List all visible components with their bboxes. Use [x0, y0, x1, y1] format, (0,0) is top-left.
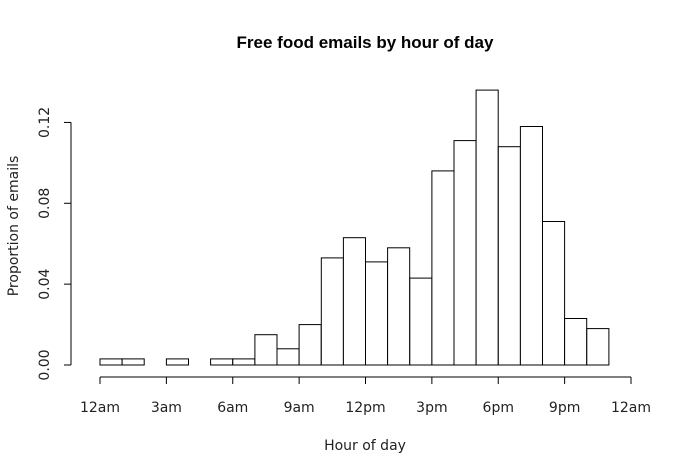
histogram-bar-8 — [276, 348, 300, 366]
histogram-bar-5 — [210, 358, 234, 366]
histogram-bar-22 — [586, 328, 610, 366]
x-tick-label: 12am — [80, 400, 120, 416]
histogram-bar-18 — [497, 146, 521, 366]
histogram-bars — [99, 89, 610, 366]
x-tick-label: 3pm — [416, 400, 447, 416]
histogram-bar-13 — [387, 247, 411, 366]
y-axis-label: Proportion of emails — [6, 156, 22, 297]
histogram-bar-10 — [320, 257, 344, 366]
histogram-bar-17 — [475, 89, 499, 366]
x-tick-label: 12pm — [345, 400, 385, 416]
x-tick-label: 9am — [284, 400, 315, 416]
histogram-bar-6 — [232, 358, 256, 366]
histogram-bar-15 — [431, 170, 455, 366]
y-axis: 0.00 0.04 0.08 0.12 — [37, 107, 72, 381]
histogram-bar-16 — [453, 140, 477, 366]
histogram-bar-11 — [342, 237, 366, 366]
x-axis-label: Hour of day — [324, 438, 406, 454]
x-tick-label: 6pm — [483, 400, 514, 416]
histogram-bar-21 — [564, 318, 588, 366]
histogram-bar-9 — [298, 324, 322, 366]
x-tick-label: 12am — [611, 400, 651, 416]
histogram-bar-12 — [365, 261, 389, 366]
histogram-bar-14 — [409, 277, 433, 366]
x-tick-label: 6am — [217, 400, 248, 416]
chart-title: Free food emails by hour of day — [237, 33, 494, 52]
histogram-bar-20 — [542, 221, 566, 366]
y-tick-label: 0.08 — [37, 188, 53, 219]
x-tick-label: 3am — [151, 400, 182, 416]
x-tick-label: 9pm — [549, 400, 580, 416]
y-tick-label: 0.12 — [37, 107, 53, 138]
y-tick-label: 0.00 — [37, 349, 53, 380]
histogram-bar-1 — [121, 358, 145, 366]
histogram-bar-19 — [519, 126, 544, 366]
histogram-bar-3 — [165, 358, 189, 366]
histogram-bar-7 — [254, 334, 278, 366]
y-tick-label: 0.04 — [37, 268, 53, 299]
x-axis: 12am 3am 6am 9am 12pm 3pm 6pm 9pm 12am — [80, 376, 651, 416]
histogram-bar-0 — [99, 358, 123, 366]
